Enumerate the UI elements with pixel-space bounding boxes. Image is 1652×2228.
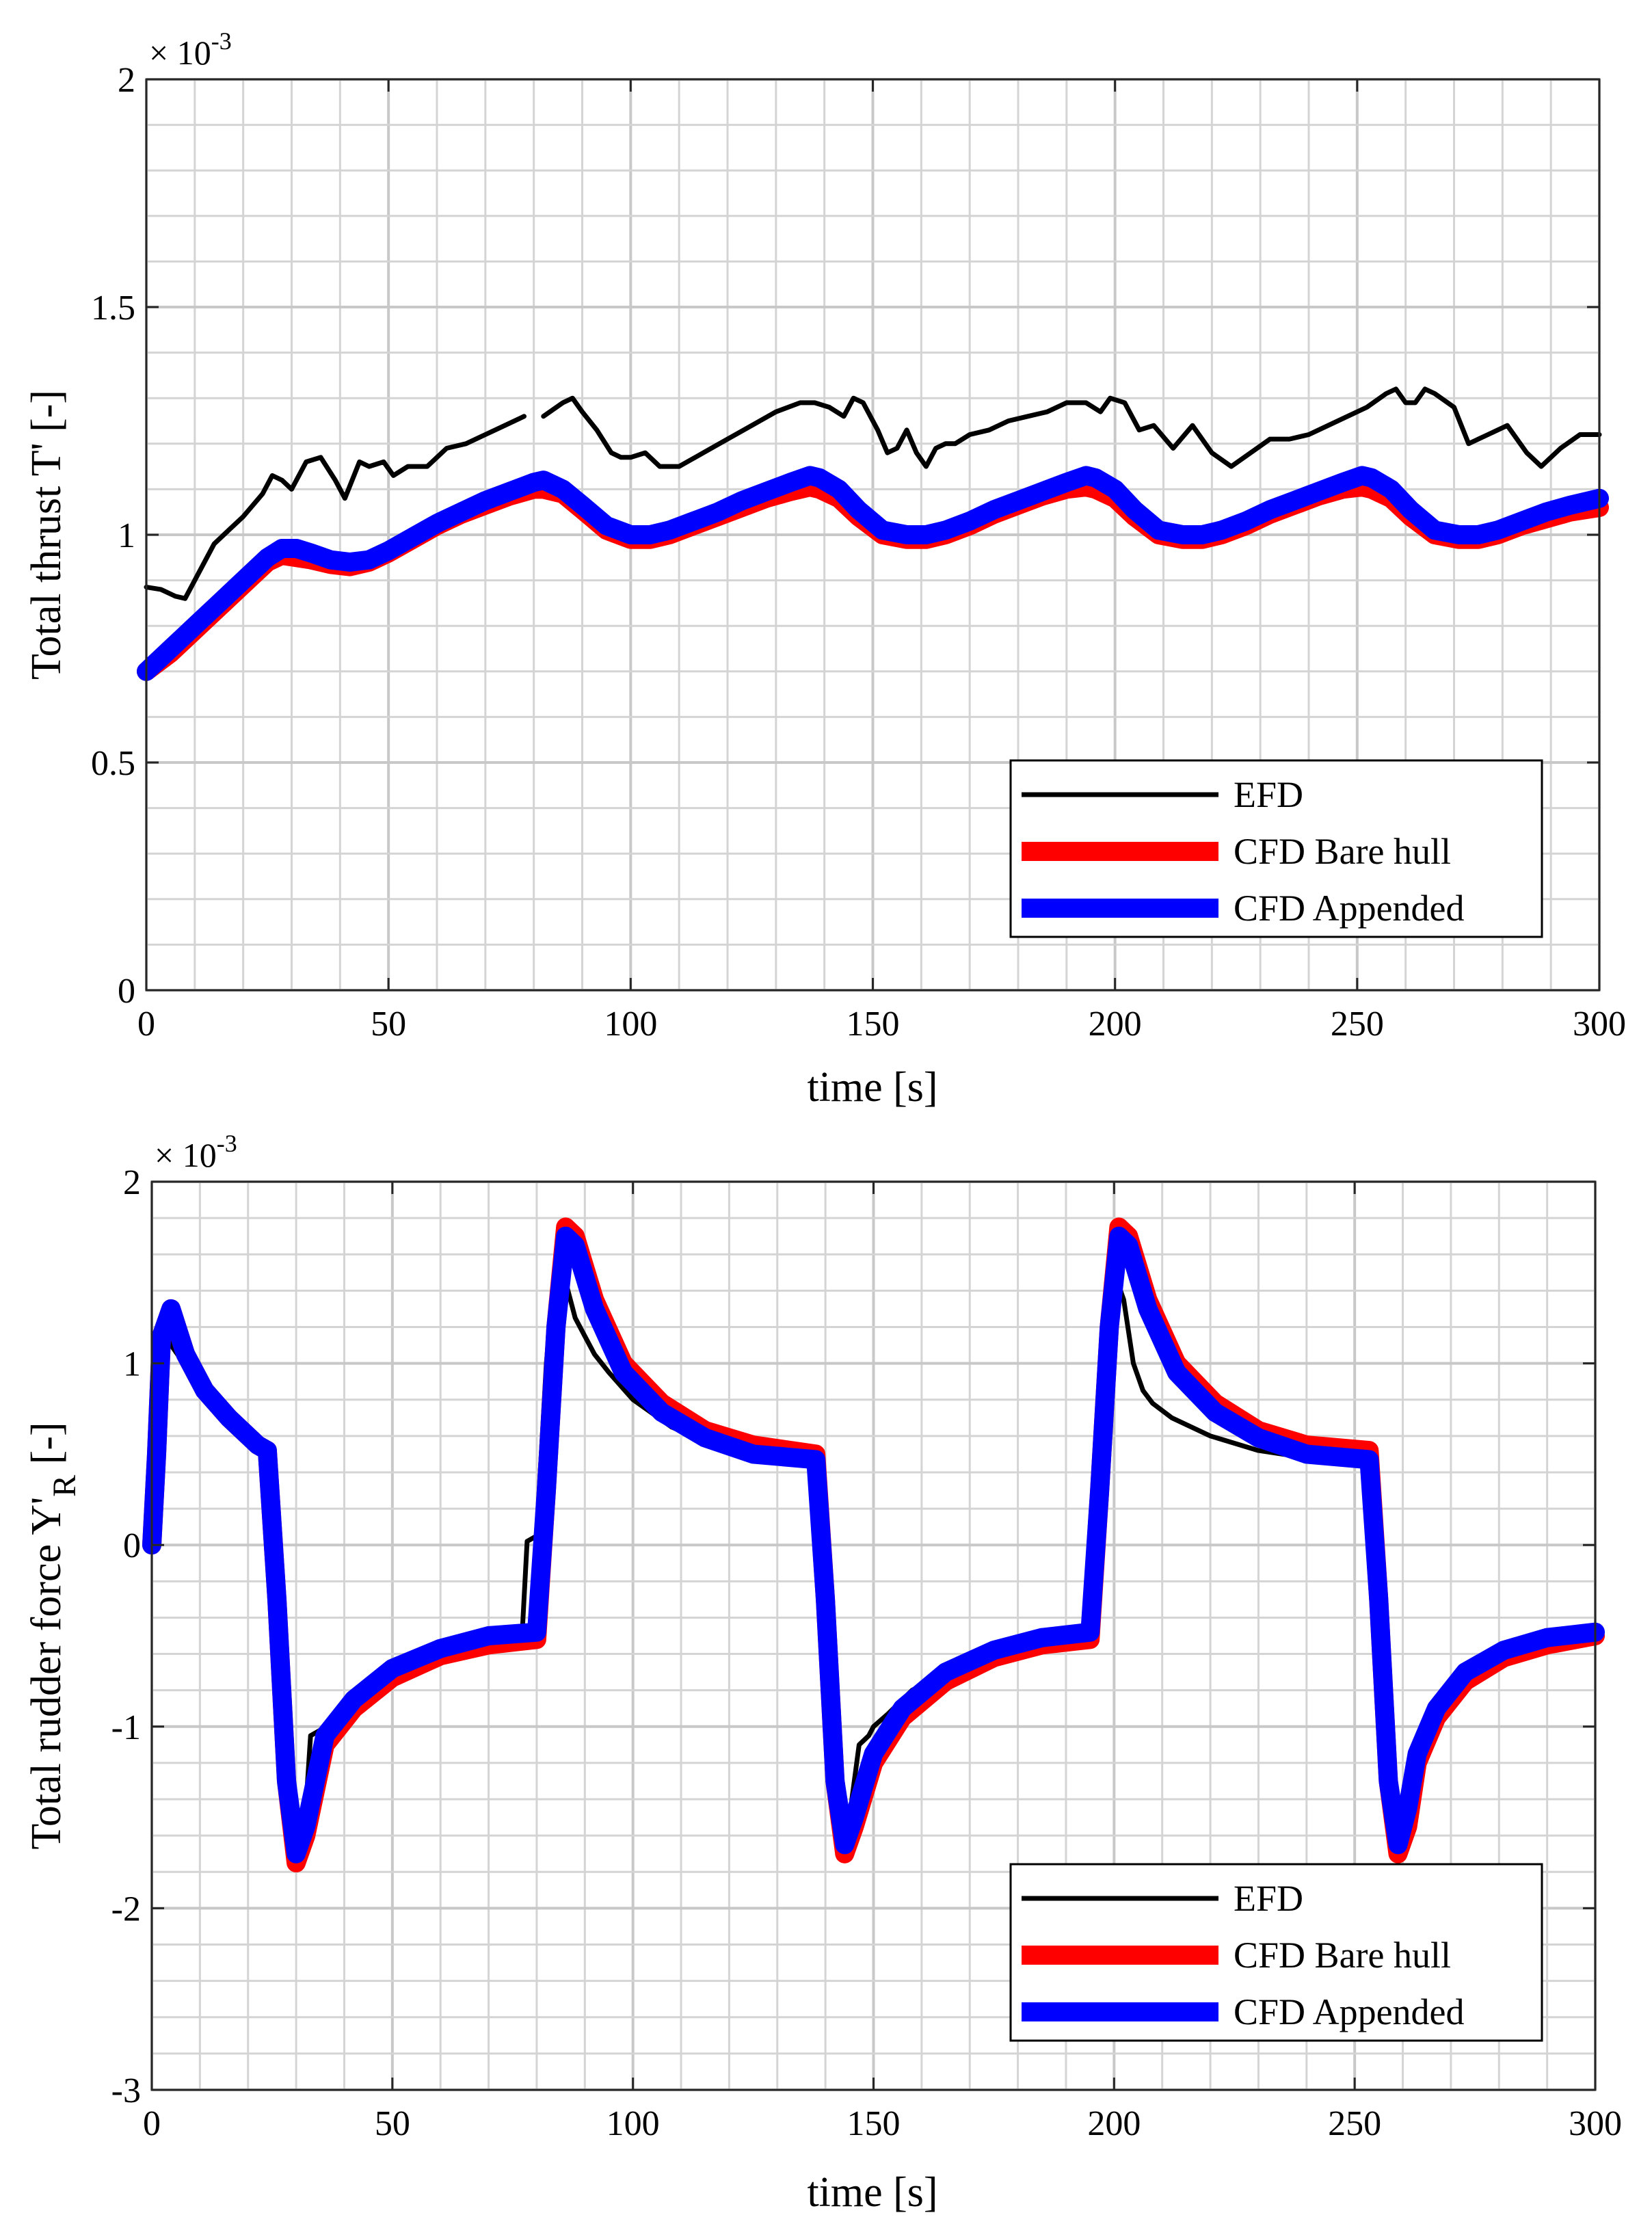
rudder-xtick-label: 50 xyxy=(375,2104,410,2143)
rudder-xtick-label: 100 xyxy=(607,2104,660,2143)
rudder-xtick-label: 0 xyxy=(143,2104,161,2143)
rudder-series-appended xyxy=(142,1226,1605,1864)
rudder-ticks: 0 50 100 150 200 250 300 -3 -2 -1 0 1 2 xyxy=(111,1163,1622,2143)
rudder-exponent: × 10-3 xyxy=(155,1130,237,1174)
thrust-y-axis-label: Total thrust T' [-] xyxy=(23,390,70,680)
thrust-xtick-label: 50 xyxy=(371,1005,406,1044)
thrust-ytick-label: 0.5 xyxy=(91,744,135,783)
thrust-exponent: × 10-3 xyxy=(149,27,232,72)
thrust-ticks: 0 50 100 150 200 250 300 0 0.5 1 1.5 2 xyxy=(91,61,1626,1044)
rudder-legend-label-appended: CFD Appended xyxy=(1234,1991,1465,2032)
thrust-ytick-label: 0 xyxy=(118,972,135,1011)
thrust-xtick-label: 0 xyxy=(137,1005,155,1044)
thrust-xtick-label: 100 xyxy=(604,1005,657,1044)
rudder-xtick-label: 200 xyxy=(1087,2104,1141,2143)
rudder-ytick-label: -1 xyxy=(111,1708,141,1747)
rudder-legend-label-efd: EFD xyxy=(1234,1878,1303,1919)
thrust-legend-label-bare-hull: CFD Bare hull xyxy=(1234,831,1451,872)
rudder-ytick-label: -2 xyxy=(111,1889,141,1928)
rudder-legend-label-bare-hull: CFD Bare hull xyxy=(1234,1935,1451,1976)
rudder-ytick-label: -3 xyxy=(111,2071,141,2110)
rudder-ytick-label: 2 xyxy=(123,1163,141,1202)
rudder-force-chart: 0 50 100 150 200 250 300 -3 -2 -1 0 1 2 × 10-3 time … xyxy=(23,1130,1622,2216)
thrust-ytick-label: 1 xyxy=(118,516,135,555)
thrust-legend-label-appended: CFD Appended xyxy=(1234,888,1465,929)
thrust-ytick-label: 1.5 xyxy=(91,289,135,328)
thrust-ytick-label: 2 xyxy=(118,61,135,100)
thrust-series-efd xyxy=(144,386,1602,601)
thrust-legend: EFD CFD Bare hull CFD Appended xyxy=(1009,759,1543,938)
rudder-xtick-label: 150 xyxy=(847,2104,901,2143)
rudder-xtick-label: 300 xyxy=(1569,2104,1622,2143)
rudder-ytick-label: 1 xyxy=(123,1345,141,1384)
rudder-ytick-label: 0 xyxy=(123,1526,141,1565)
thrust-xtick-label: 150 xyxy=(847,1005,900,1044)
thrust-xtick-label: 200 xyxy=(1089,1005,1142,1044)
thrust-series-appended xyxy=(137,466,1609,681)
thrust-xtick-label: 250 xyxy=(1331,1005,1384,1044)
thrust-legend-label-efd: EFD xyxy=(1234,774,1303,815)
rudder-legend: EFD CFD Bare hull CFD Appended xyxy=(1009,1863,1543,2042)
thrust-chart: 0 50 100 150 200 250 300 0 0.5 1 1.5 2 × 10-3 time … xyxy=(23,27,1626,1111)
rudder-x-axis-label: time [s] xyxy=(807,2169,937,2216)
rudder-y-axis-label: Total rudder force Y'R [-] xyxy=(23,1422,83,1849)
thrust-xtick-label: 300 xyxy=(1573,1005,1626,1044)
rudder-series xyxy=(142,1217,1605,1872)
thrust-x-axis-label: time [s] xyxy=(807,1064,937,1111)
rudder-xtick-label: 250 xyxy=(1328,2104,1381,2143)
thrust-series xyxy=(137,386,1609,681)
